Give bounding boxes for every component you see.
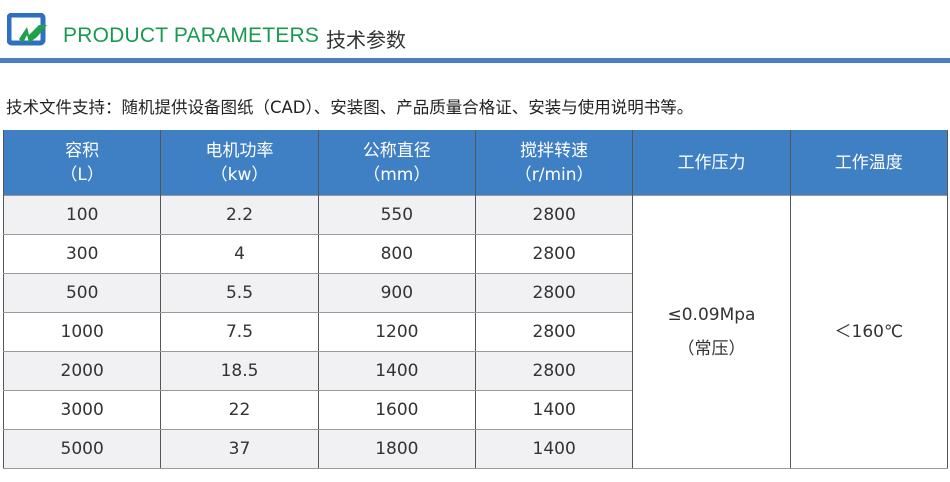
column-header: 容积 （L） <box>2 130 162 196</box>
intro-text: 技术文件支持：随机提供设备图纸（CAD）、安装图、产品质量合格证、安装与使用说明… <box>6 98 694 117</box>
logo-icon <box>7 13 47 46</box>
table-cell: 300 <box>2 234 162 274</box>
title-chinese: 技术参数 <box>326 28 406 52</box>
table-cell: 1800 <box>317 429 476 469</box>
table-cell: 2.2 <box>160 195 319 235</box>
table-row: 300 4 800 2800 <box>2 234 948 274</box>
table-cell: 1000 <box>2 312 162 352</box>
table-cell: 5.5 <box>160 273 319 313</box>
table-cell: 22 <box>160 390 319 430</box>
table-cell: 1400 <box>474 390 634 430</box>
table-cell: 4 <box>160 234 319 274</box>
table-header-row: 容积 （L） 电机功率 （kw） 公称直径 （mm） 搅拌转速 （r/min） 工作压力… <box>2 130 949 196</box>
table-cell: 5000 <box>2 429 162 469</box>
table-cell: 2800 <box>474 195 634 235</box>
table-row: 5000 37 1800 1400 <box>2 429 948 469</box>
table-cell: 2800 <box>474 312 634 352</box>
table-cell: 37 <box>160 429 319 469</box>
pressure-value: ≤0.09Mpa <box>667 305 756 325</box>
pressure-cell: ≤0.09Mpa （常压） <box>632 195 791 469</box>
table-row: 100 2.2 550 2800 ≤0.09Mpa （常压） ＜160℃ <box>2 195 949 469</box>
table-cell: 100 <box>2 195 162 235</box>
table-cell: 550 <box>317 195 476 235</box>
table-cell: 500 <box>2 273 162 313</box>
table-cell: 3000 <box>2 390 162 430</box>
table-row: 1000 7.5 1200 2800 <box>2 312 948 352</box>
table-cell: 1200 <box>317 312 476 352</box>
table-cell: 1400 <box>317 351 476 391</box>
table-row: 500 5.5 900 2800 <box>2 273 948 313</box>
table-cell: 2800 <box>474 273 634 313</box>
table-cell: 1400 <box>474 429 634 469</box>
table-cell: 2000 <box>2 351 162 391</box>
temperature-cell: ＜160℃ <box>789 195 949 469</box>
table-row: 3000 22 1600 1400 <box>2 390 948 430</box>
table-cell: 2800 <box>474 351 634 391</box>
column-header: 搅拌转速 （r/min） <box>474 130 634 196</box>
column-header: 工作压力 <box>632 130 791 196</box>
table-cell: 7.5 <box>160 312 319 352</box>
table-cell: 18.5 <box>160 351 319 391</box>
table-cell: 2800 <box>474 234 634 274</box>
column-header: 公称直径 （mm） <box>317 130 476 196</box>
column-header: 工作温度 <box>789 130 949 196</box>
table-row: 2000 18.5 1400 2800 <box>2 351 948 391</box>
table-cell: 900 <box>317 273 476 313</box>
table-cell: 800 <box>317 234 476 274</box>
header-divider <box>0 58 950 63</box>
title-english: PRODUCT PARAMETERS <box>63 24 320 47</box>
table-cell: 1600 <box>317 390 476 430</box>
column-header: 电机功率 （kw） <box>160 130 319 196</box>
parameters-table: 容积 （L） 电机功率 （kw） 公称直径 （mm） 搅拌转速 （r/min） 工作压力… <box>2 130 949 469</box>
pressure-note: （常压） <box>677 339 746 359</box>
